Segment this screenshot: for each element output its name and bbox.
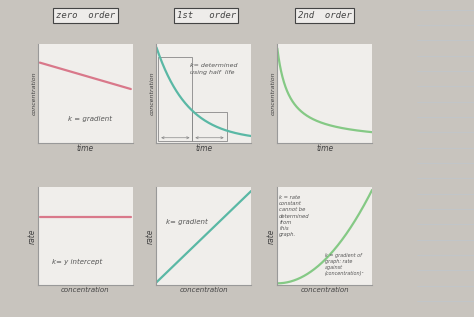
X-axis label: time: time [195, 144, 212, 153]
Text: k= gradient: k= gradient [166, 219, 208, 225]
Y-axis label: concentration: concentration [271, 72, 276, 115]
Y-axis label: rate: rate [267, 229, 276, 244]
Text: k = gradient: k = gradient [68, 116, 112, 122]
X-axis label: time: time [77, 144, 94, 153]
Y-axis label: concentration: concentration [32, 72, 36, 115]
X-axis label: time: time [316, 144, 333, 153]
Text: 1st   order: 1st order [177, 11, 236, 20]
Y-axis label: rate: rate [146, 229, 155, 244]
Text: k= determined
using half  life: k= determined using half life [190, 63, 237, 75]
Y-axis label: concentration: concentration [150, 72, 155, 115]
X-axis label: concentration: concentration [61, 287, 109, 293]
Text: k = rate
constant
cannot be
determined
from
this
graph.: k = rate constant cannot be determined f… [279, 195, 310, 237]
X-axis label: concentration: concentration [301, 287, 349, 293]
Text: k= y intercept: k= y intercept [52, 259, 102, 265]
Text: 2nd  order: 2nd order [298, 11, 352, 20]
Text: k = gradient of
graph: rate
against
(concentration)²: k = gradient of graph: rate against (con… [325, 253, 364, 276]
Y-axis label: rate: rate [27, 229, 36, 244]
Bar [192, 112, 227, 141]
Text: zero  order: zero order [56, 11, 115, 20]
Bar [158, 57, 192, 141]
X-axis label: concentration: concentration [180, 287, 228, 293]
